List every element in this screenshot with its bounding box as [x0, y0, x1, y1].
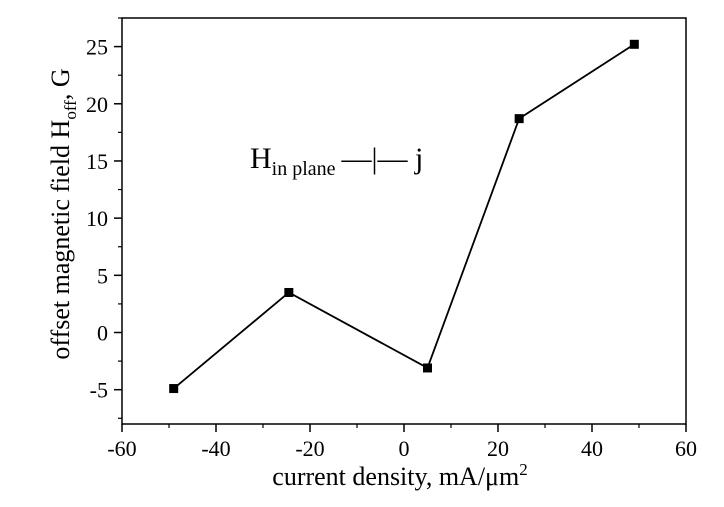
- y-tick-label: 15: [86, 149, 108, 174]
- y-axis-ticks: -5 0 5 10 15 20 25: [86, 17, 122, 419]
- data-point: [423, 363, 432, 373]
- data-point: [169, 384, 179, 394]
- data-point: [284, 287, 294, 297]
- y-tick-label: -5: [90, 378, 108, 403]
- y-tick-label: 0: [97, 321, 108, 346]
- x-tick-label: 40: [581, 436, 603, 461]
- plot-frame: [121, 17, 687, 425]
- data-point: [514, 114, 524, 124]
- x-axis-ticks: -60 -40 -20 0 20 40 60: [107, 424, 697, 461]
- data-point: [629, 39, 639, 49]
- y-tick-label: 25: [86, 35, 108, 60]
- y-tick-label: 10: [86, 206, 108, 231]
- x-tick-label: 60: [675, 436, 697, 461]
- x-tick-label: -20: [295, 436, 324, 461]
- x-tick-label: 20: [487, 436, 509, 461]
- x-tick-label: -60: [107, 436, 136, 461]
- y-tick-label: 5: [97, 263, 108, 288]
- x-tick-label: -40: [201, 436, 230, 461]
- series-line: [173, 43, 635, 390]
- x-axis-title: current density, mA/μm2: [272, 460, 527, 491]
- y-axis-title: offset magnetic field Hoff, G: [46, 68, 80, 359]
- y-tick-label: 20: [86, 92, 108, 117]
- x-tick-label: 0: [399, 436, 410, 461]
- annotation: Hin plane —|— j: [250, 142, 423, 180]
- data-series: [169, 39, 639, 394]
